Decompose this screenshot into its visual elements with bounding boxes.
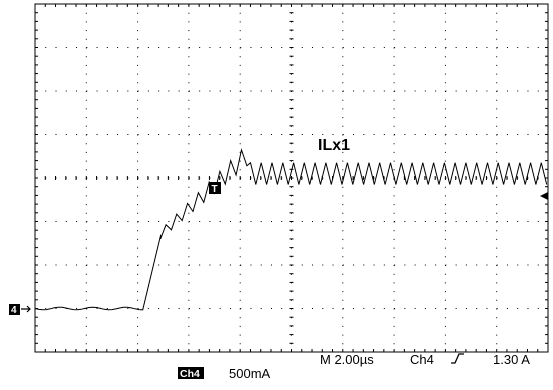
ground-marker-box bbox=[9, 304, 20, 315]
graticule bbox=[34, 3, 549, 353]
trigger-marker-label: T bbox=[212, 184, 218, 195]
channel-badge-box bbox=[178, 367, 204, 379]
trigger-source-readout: Ch4 bbox=[410, 352, 434, 367]
channel-badge-label: Ch4 bbox=[180, 368, 200, 380]
trigger-level-readout: 1.30 A bbox=[493, 352, 530, 367]
trace-label: ILx1 bbox=[318, 137, 350, 154]
trace-ilx1 bbox=[34, 148, 548, 311]
rising-edge-icon bbox=[451, 353, 464, 364]
trigger-level-arrow-icon bbox=[540, 192, 548, 200]
scale-readout: 500mA bbox=[229, 366, 271, 381]
timebase-readout: M 2.00µs bbox=[320, 352, 374, 367]
ground-arrow-icon bbox=[21, 305, 31, 313]
ground-marker-label: 4 bbox=[11, 305, 17, 316]
trigger-marker-box bbox=[209, 182, 221, 194]
